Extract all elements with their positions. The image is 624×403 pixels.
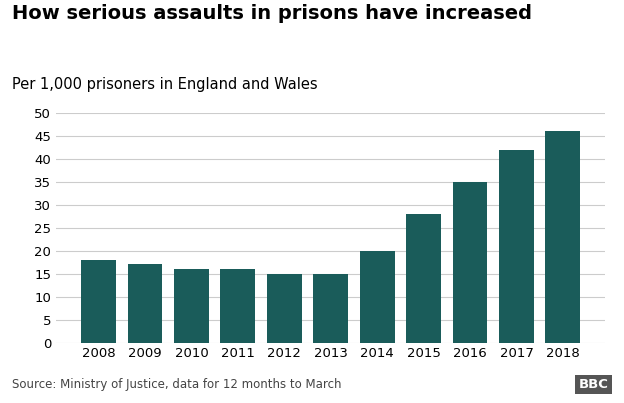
Bar [360,251,394,343]
Bar [127,264,162,343]
Text: Source: Ministry of Justice, data for 12 months to March: Source: Ministry of Justice, data for 12… [12,378,342,391]
Bar [313,274,348,343]
Text: BBC: BBC [578,378,608,391]
Bar [81,260,116,343]
Bar [499,150,534,343]
Text: How serious assaults in prisons have increased: How serious assaults in prisons have inc… [12,4,532,23]
Bar [406,214,441,343]
Bar [545,131,580,343]
Bar [267,274,301,343]
Bar [452,182,487,343]
Bar [220,269,255,343]
Bar [174,269,209,343]
Text: Per 1,000 prisoners in England and Wales: Per 1,000 prisoners in England and Wales [12,77,318,91]
